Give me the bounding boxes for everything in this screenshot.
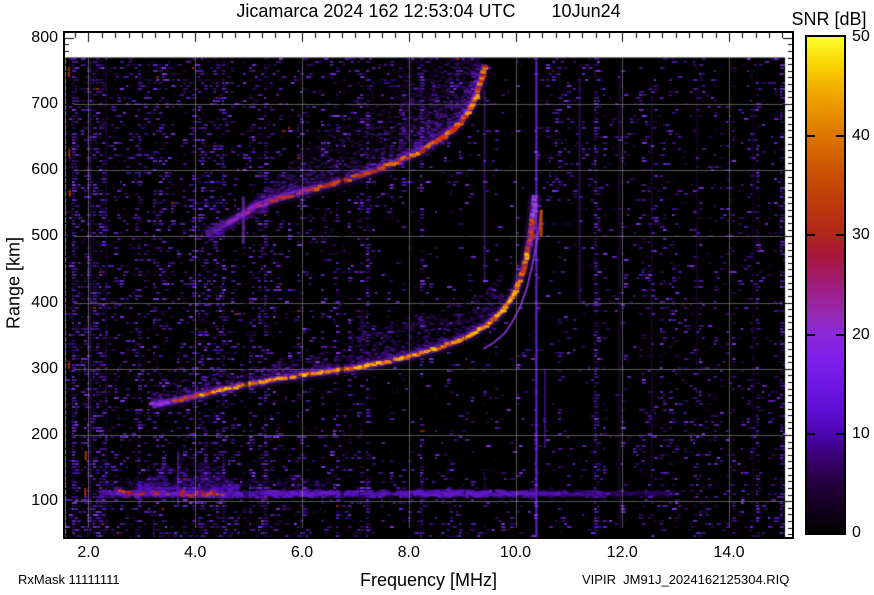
colorbar-tick-mark xyxy=(836,432,844,435)
colorbar-tick-label: 30 xyxy=(852,226,870,244)
colorbar-tick-mark xyxy=(836,135,844,138)
x-tick-label: 4.0 xyxy=(184,544,207,561)
x-axis-label: Frequency [MHz] xyxy=(359,570,498,590)
colorbar-gradient xyxy=(807,37,844,533)
x-tick-label: 6.0 xyxy=(290,544,314,561)
y-tick-label: 800 xyxy=(31,28,58,46)
x-tick-label: 2.0 xyxy=(77,544,100,561)
colorbar-tick-mark xyxy=(836,333,844,336)
x-tick-label: 14.0 xyxy=(713,544,745,561)
colorbar-tick-label: 50 xyxy=(852,28,870,45)
chart-date: 10Jun24 xyxy=(551,1,621,21)
x-tick-label: 8.0 xyxy=(397,544,420,561)
colorbar-tick-label: 20 xyxy=(852,325,870,343)
plot-frame xyxy=(63,31,794,539)
y-tick-label: 400 xyxy=(31,293,58,311)
rxmask-text: RxMask 11111111 xyxy=(18,572,120,587)
y-tick-label: 200 xyxy=(31,426,58,443)
colorbar-tick-mark xyxy=(807,135,815,138)
ionogram-canvas xyxy=(65,33,792,537)
y-tick-label: 500 xyxy=(31,227,58,245)
colorbar xyxy=(805,35,846,535)
colorbar-tick-label: 10 xyxy=(852,424,870,442)
y-tick-label: 300 xyxy=(31,359,58,377)
colorbar-tick-label: 40 xyxy=(852,127,870,145)
y-tick-label: 700 xyxy=(31,94,58,112)
x-tick-label: 12.0 xyxy=(606,544,638,561)
colorbar-tick-mark xyxy=(807,432,815,435)
y-axis-label: Range [km] xyxy=(3,236,24,330)
colorbar-tick-label: 0 xyxy=(852,524,861,541)
filename-text: VIPIR JM91J_2024162125304.RIQ xyxy=(582,572,790,587)
colorbar-tick-mark xyxy=(836,234,844,237)
colorbar-title: SNR [dB] xyxy=(791,9,867,29)
y-tick-label: 600 xyxy=(31,161,58,179)
chart-title: Jicamarca 2024 162 12:53:04 UTC xyxy=(236,1,516,21)
chart-title-row: Jicamarca 2024 162 12:53:04 UTC 10Jun24 xyxy=(65,1,792,22)
colorbar-tick-mark xyxy=(807,234,815,237)
colorbar-tick-mark xyxy=(807,333,815,336)
y-tick-label: 100 xyxy=(31,492,58,510)
x-tick-label: 10.0 xyxy=(499,544,532,561)
